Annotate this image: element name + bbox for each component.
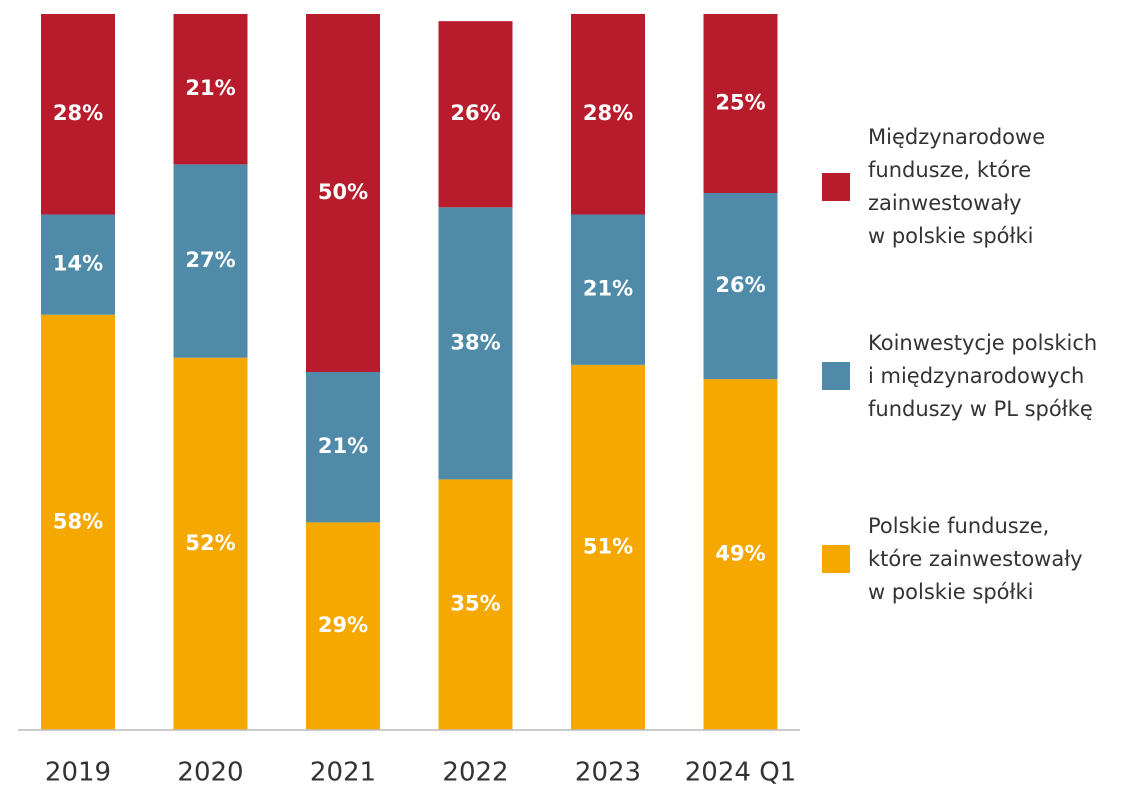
x-tick-label: 2021: [310, 758, 376, 787]
data-label: 58%: [53, 509, 103, 533]
data-label: 29%: [318, 613, 368, 637]
bar-segment: [703, 379, 778, 730]
x-tick-label: 2024 Q1: [685, 758, 796, 787]
bar-segment: [41, 214, 115, 315]
bar-segment: [173, 164, 248, 358]
bar-segment: [571, 14, 645, 215]
bar-segment: [703, 14, 778, 193]
bar-segment: [438, 21, 513, 208]
bar-segment: [703, 193, 778, 380]
legend-label: Koinwestycje polskich i międzynarodowych…: [868, 330, 1098, 421]
bar-segment: [306, 372, 380, 523]
legend-label: Międzynarodowe fundusze, które zainwesto…: [868, 125, 1046, 248]
data-label: 49%: [715, 542, 765, 566]
x-tick-label: 2022: [442, 758, 508, 787]
bar-segment: [438, 479, 513, 730]
x-tick-label: 2019: [45, 758, 111, 787]
data-label: 26%: [450, 101, 500, 125]
bar-segment: [41, 314, 115, 730]
data-label: 52%: [185, 531, 235, 555]
data-label: 27%: [185, 248, 235, 272]
data-label: 38%: [450, 330, 500, 354]
data-label: 21%: [318, 434, 368, 458]
legend-swatch: [822, 545, 850, 573]
data-label: 21%: [583, 277, 633, 301]
bar-segment: [306, 14, 380, 372]
legend-swatch: [822, 362, 850, 390]
data-label: 51%: [583, 534, 633, 558]
bar-segment: [571, 364, 645, 730]
bar-segment: [438, 207, 513, 480]
data-label: 25%: [715, 91, 765, 115]
bar-segment: [41, 14, 115, 215]
bar-segment: [306, 522, 380, 730]
data-label: 21%: [185, 76, 235, 100]
data-label: 28%: [53, 101, 103, 125]
bar-segment: [571, 214, 645, 365]
legend-swatch: [822, 173, 850, 201]
data-label: 28%: [583, 101, 633, 125]
x-tick-label: 2023: [575, 758, 641, 787]
data-label: 35%: [450, 592, 500, 616]
bar-segment: [173, 14, 248, 165]
bar-segment: [173, 357, 248, 730]
data-label: 26%: [715, 273, 765, 297]
legend-label: Polskie fundusze, które zainwestowały w …: [868, 513, 1083, 604]
data-label: 14%: [53, 252, 103, 276]
data-label: 50%: [318, 180, 368, 204]
x-tick-label: 2020: [177, 758, 243, 787]
